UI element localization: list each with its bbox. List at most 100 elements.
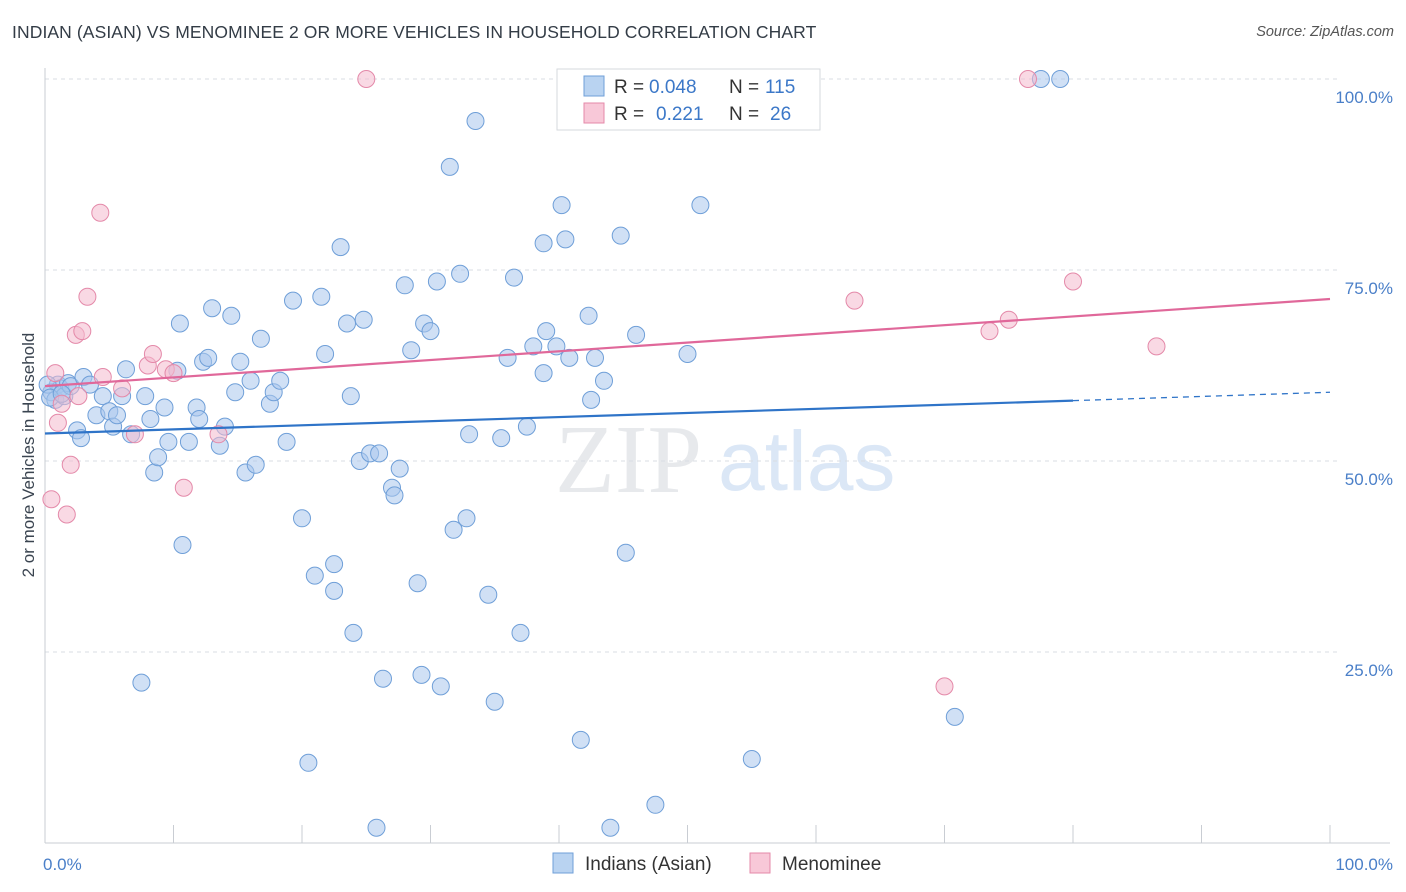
point-indians-109 — [691, 196, 710, 215]
point-indians-102 — [595, 371, 613, 390]
trend-line-indians — [44, 399, 1074, 435]
legend-n-label-pink: N = — [729, 104, 759, 125]
point-indians-50 — [299, 753, 318, 772]
x-ticks — [173, 825, 1331, 843]
legend-label-indians: Indians (Asian) — [585, 854, 712, 875]
trend-line-menominee — [44, 297, 1331, 388]
chart-title: INDIAN (ASIAN) VS MENOMINEE 2 OR MORE VE… — [12, 22, 817, 42]
point-indians-43 — [251, 329, 270, 348]
point-indians-37 — [222, 306, 241, 325]
point-indians-19 — [132, 673, 151, 692]
point-menominee-17 — [164, 364, 183, 383]
point-menominee-10 — [91, 203, 110, 222]
point-indians-24 — [155, 398, 174, 417]
trend-line-indians-extension — [1072, 391, 1331, 402]
point-menominee-5 — [61, 455, 80, 474]
y-tick-label-25: 25.0% — [1345, 661, 1393, 680]
point-indians-21 — [141, 410, 160, 428]
point-indians-105 — [616, 543, 635, 562]
point-indians-113 — [1051, 70, 1070, 88]
legend-n-label-blue: N = — [729, 77, 759, 98]
point-indians-91 — [534, 364, 553, 383]
legend-swatch-pink — [583, 102, 605, 124]
point-indians-56 — [331, 238, 350, 257]
legend-r-label-blue: R = — [614, 77, 644, 98]
point-menominee-1 — [46, 364, 65, 383]
point-indians-65 — [374, 669, 392, 688]
legend-stats: R = 0.048 N = 115 R = 0.221 N = 26 — [556, 68, 821, 131]
point-indians-38 — [226, 383, 245, 402]
point-indians-63 — [367, 818, 386, 837]
point-indians-81 — [460, 425, 479, 444]
point-indians-70 — [402, 341, 421, 360]
point-indians-55 — [325, 581, 344, 600]
point-indians-86 — [498, 348, 517, 367]
y-tick-label-50: 50.0% — [1345, 470, 1393, 489]
series-menominee-points — [42, 70, 1166, 696]
legend-r-value-pink: 0.221 — [656, 104, 704, 125]
point-menominee-26 — [1064, 272, 1082, 291]
point-indians-58 — [341, 387, 360, 406]
point-indians-96 — [556, 230, 575, 249]
point-indians-28 — [173, 536, 192, 554]
point-indians-111 — [945, 707, 964, 726]
point-indians-72 — [412, 665, 431, 684]
point-menominee-8 — [73, 322, 92, 341]
y-tick-labels: 25.0% 50.0% 75.0% 100.0% — [1335, 88, 1393, 680]
point-indians-29 — [179, 432, 198, 451]
watermark: ZIP atlas — [555, 406, 895, 514]
point-menominee-18 — [174, 478, 193, 497]
point-indians-108 — [678, 345, 697, 363]
point-menominee-20 — [357, 70, 376, 88]
point-menominee-12 — [113, 379, 132, 398]
point-indians-8 — [72, 429, 90, 448]
point-menominee-9 — [78, 287, 97, 306]
point-indians-99 — [579, 306, 598, 325]
point-indians-82 — [466, 112, 485, 130]
point-menominee-23 — [980, 322, 999, 341]
x-tick-label-100: 100.0% — [1335, 855, 1393, 874]
point-menominee-3 — [52, 394, 71, 413]
point-indians-27 — [170, 314, 189, 333]
point-indians-12 — [93, 387, 112, 406]
point-indians-23 — [149, 448, 168, 467]
point-menominee-13 — [125, 425, 144, 444]
point-indians-15 — [108, 406, 126, 425]
point-indians-54 — [325, 555, 344, 574]
point-indians-67 — [385, 486, 404, 505]
legend-swatch-indians — [552, 852, 574, 874]
point-indians-101 — [586, 348, 604, 367]
point-indians-68 — [390, 459, 409, 478]
point-indians-92 — [534, 234, 553, 253]
point-menominee-2 — [48, 413, 67, 432]
point-indians-88 — [511, 623, 530, 642]
point-menominee-15 — [143, 345, 162, 363]
point-menominee-21 — [845, 291, 864, 310]
y-tick-label-100: 100.0% — [1335, 88, 1393, 107]
point-indians-53 — [316, 345, 335, 363]
x-tick-labels: 0.0% 100.0% — [43, 855, 1393, 874]
point-indians-103 — [601, 818, 620, 837]
series-indians-asian-points — [38, 70, 1070, 837]
point-indians-41 — [241, 371, 260, 390]
point-indians-51 — [305, 566, 324, 585]
point-indians-98 — [571, 730, 590, 749]
point-indians-49 — [293, 509, 311, 528]
legend-n-value-pink: 26 — [770, 104, 791, 125]
point-indians-95 — [552, 196, 571, 215]
point-indians-59 — [344, 623, 363, 642]
point-indians-22 — [145, 463, 164, 482]
point-indians-107 — [646, 795, 665, 814]
point-menominee-4 — [57, 505, 76, 524]
point-indians-83 — [479, 585, 498, 604]
point-indians-100 — [582, 390, 601, 409]
point-indians-34 — [203, 299, 222, 318]
point-indians-64 — [370, 444, 389, 463]
point-indians-33 — [199, 348, 218, 367]
point-indians-76 — [431, 677, 450, 696]
legend-label-menominee: Menominee — [782, 854, 881, 875]
watermark-zip: ZIP — [555, 406, 702, 514]
legend-n-value-blue: 115 — [765, 77, 795, 98]
legend-r-value-blue: 0.048 — [649, 77, 697, 98]
